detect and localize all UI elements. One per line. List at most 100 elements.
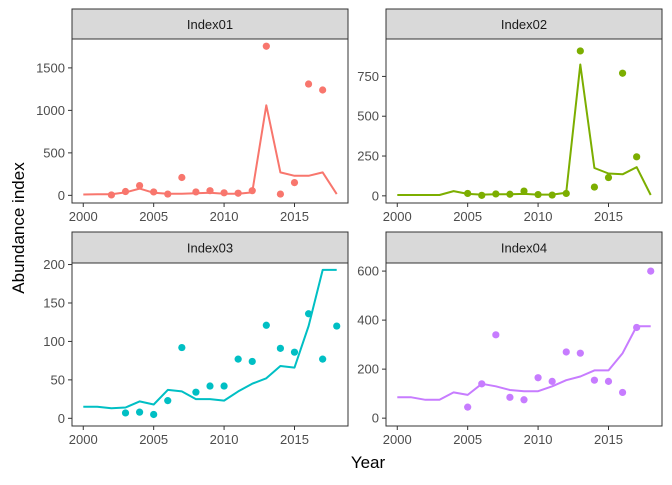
data-point	[135, 408, 144, 416]
data-point	[164, 190, 172, 198]
data-point	[576, 47, 584, 55]
data-point	[276, 344, 285, 352]
facet-strip	[71, 8, 349, 40]
x-tick-label: 2005	[453, 432, 482, 447]
y-tick-label: 1000	[36, 103, 65, 118]
data-point	[534, 374, 542, 382]
y-tick-label: 750	[357, 69, 379, 84]
facet-strip	[71, 231, 349, 264]
data-point	[590, 183, 599, 191]
x-tick-label: 2010	[524, 209, 553, 224]
data-point	[520, 396, 528, 404]
x-tick-label: 2005	[139, 432, 168, 447]
data-point	[604, 377, 613, 385]
data-point	[234, 355, 242, 363]
facet-strip-label: Index01	[187, 17, 233, 32]
x-tick-label: 2010	[210, 432, 239, 447]
y-tick-label: 0	[58, 411, 65, 426]
data-point	[290, 348, 299, 356]
data-point	[633, 153, 641, 161]
data-point	[135, 181, 144, 190]
data-point	[304, 80, 313, 88]
data-point	[633, 323, 641, 332]
data-point	[178, 173, 186, 182]
x-tick-label: 2010	[210, 209, 239, 224]
facet-strip-label: Index03	[187, 241, 233, 256]
y-tick-label: 150	[43, 295, 65, 310]
data-point	[121, 187, 130, 196]
data-point	[248, 187, 256, 195]
y-tick-label: 0	[58, 188, 65, 203]
x-tick-label: 2015	[280, 432, 309, 447]
x-tick-label: 2015	[594, 432, 623, 447]
facet-strip-label: Index04	[501, 241, 547, 256]
data-point	[534, 190, 542, 199]
data-point	[262, 321, 270, 329]
x-tick-label: 2000	[383, 209, 412, 224]
x-tick-label: 2000	[383, 432, 412, 447]
x-tick-label: 2005	[139, 209, 168, 224]
data-point	[562, 189, 570, 198]
x-tick-label: 2015	[594, 209, 623, 224]
data-point	[492, 190, 500, 198]
data-point	[220, 382, 228, 390]
panel-border	[71, 38, 349, 204]
data-point	[290, 179, 299, 187]
x-tick-label: 2010	[524, 432, 553, 447]
y-tick-label: 250	[357, 149, 379, 164]
data-point	[590, 376, 599, 384]
y-tick-label: 500	[357, 109, 379, 124]
facet-strip-label: Index02	[501, 17, 547, 32]
data-point	[150, 410, 158, 419]
data-point	[576, 349, 584, 357]
data-point	[506, 393, 514, 401]
data-point	[520, 187, 528, 195]
x-tick-label: 2015	[280, 209, 309, 224]
panel-border	[385, 38, 663, 204]
y-tick-label: 200	[357, 362, 379, 377]
panel-index04: Index04 0 200 400 600 2000 2005 2010 2015	[357, 231, 663, 447]
y-axis-title: Abundance index	[9, 162, 28, 294]
x-tick-label: 2005	[453, 209, 482, 224]
data-point	[647, 267, 655, 275]
data-point	[548, 191, 556, 199]
data-point	[618, 69, 627, 77]
panel-border	[71, 262, 349, 427]
data-point	[319, 355, 327, 363]
data-point	[220, 189, 228, 197]
data-point	[234, 189, 242, 197]
data-point	[464, 189, 472, 198]
y-tick-label: 0	[372, 188, 379, 203]
data-point	[192, 188, 200, 196]
data-point	[206, 382, 214, 390]
data-point	[464, 403, 472, 411]
y-tick-label: 500	[43, 145, 65, 160]
y-tick-label: 1500	[36, 60, 65, 75]
data-point	[121, 409, 130, 417]
data-point	[478, 191, 486, 199]
y-tick-label: 600	[357, 264, 379, 279]
data-point	[562, 348, 570, 356]
data-point	[206, 187, 214, 195]
data-point	[178, 343, 186, 352]
series-line	[397, 325, 651, 401]
y-tick-label: 100	[43, 334, 65, 349]
data-point	[604, 173, 613, 182]
x-tick-label: 2000	[69, 209, 98, 224]
x-tick-label: 2000	[69, 432, 98, 447]
data-point	[548, 377, 556, 385]
data-point	[618, 388, 627, 397]
data-point	[506, 190, 514, 198]
data-point	[150, 188, 158, 196]
series-line	[83, 268, 337, 410]
y-tick-label: 50	[51, 372, 65, 387]
data-point	[319, 86, 327, 94]
data-point	[478, 380, 486, 388]
data-point	[107, 191, 116, 199]
panel-index01: Index01 0 500 1000 1500 2000 2005 2010 2015	[36, 8, 349, 224]
data-point	[248, 357, 256, 366]
data-point	[164, 397, 172, 405]
y-tick-label: 200	[43, 257, 65, 272]
